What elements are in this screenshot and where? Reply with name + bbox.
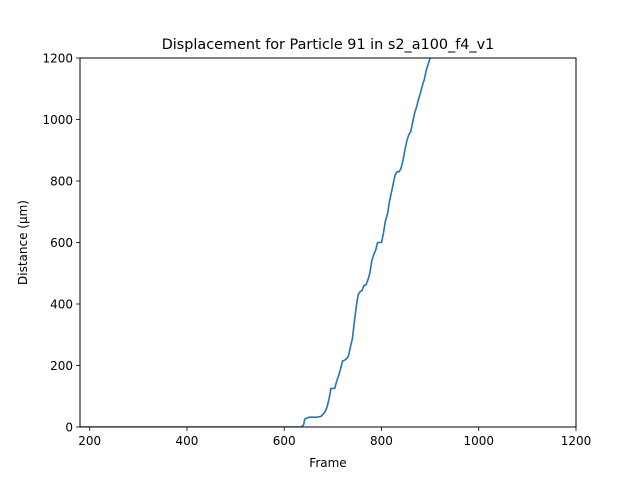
x-tick-label: 1000 (463, 434, 494, 448)
y-tick-label: 200 (50, 359, 73, 373)
y-axis-label: Distance (µm) (16, 200, 30, 285)
y-tick-label: 1000 (42, 113, 73, 127)
series-line-0 (80, 58, 432, 427)
x-tick-label: 400 (176, 434, 199, 448)
x-axis-label: Frame (309, 456, 346, 470)
y-axis: 0 200 400 600 800 1000 1200 (42, 52, 80, 435)
x-tick-label: 200 (78, 434, 101, 448)
y-tick-label: 0 (65, 421, 73, 435)
chart-title: Displacement for Particle 91 in s2_a100_… (162, 37, 495, 53)
x-tick-label: 600 (273, 434, 296, 448)
y-tick-label: 1200 (42, 52, 73, 66)
y-tick-label: 400 (50, 298, 73, 312)
x-tick-label: 1200 (561, 434, 592, 448)
x-axis: 200 400 600 800 1000 1200 (78, 427, 591, 448)
x-tick-label: 800 (370, 434, 393, 448)
series-layer (80, 58, 432, 427)
y-tick-label: 600 (50, 236, 73, 250)
y-tick-label: 800 (50, 175, 73, 189)
